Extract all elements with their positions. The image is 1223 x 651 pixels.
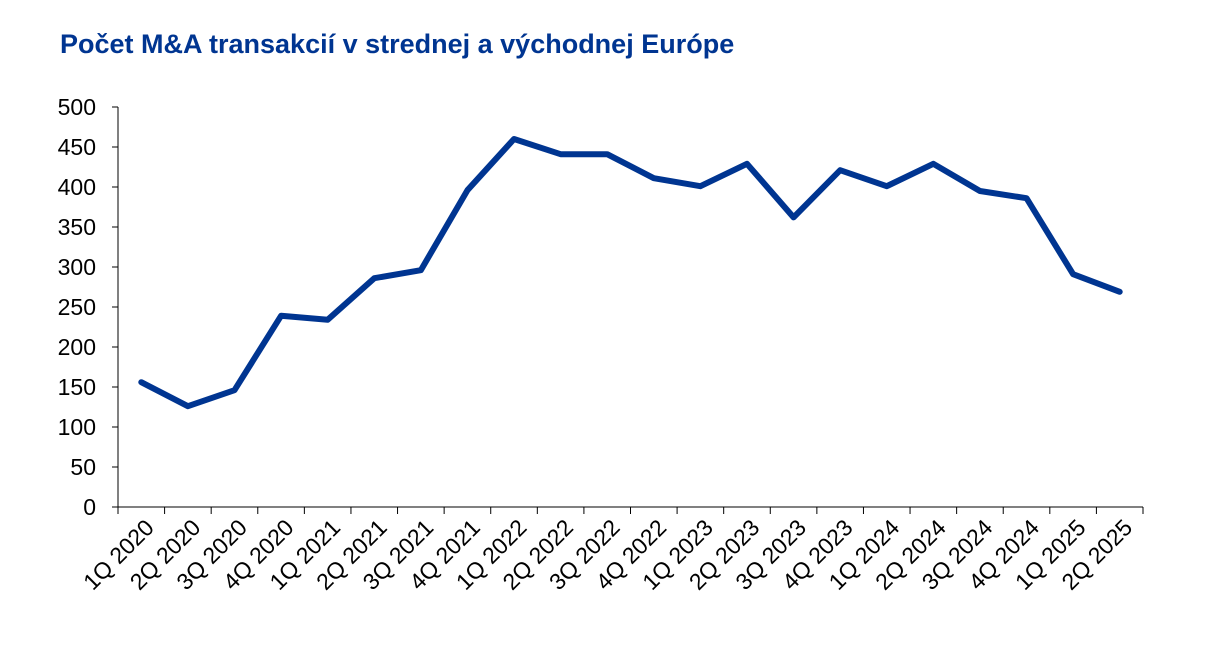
chart-title: Počet M&A transakcií v strednej a východ… <box>60 29 734 59</box>
y-tick-label: 200 <box>58 334 96 360</box>
y-tick-label: 500 <box>58 94 96 120</box>
line-series <box>138 136 1123 410</box>
y-tick-label: 250 <box>58 294 96 320</box>
y-tick-label: 400 <box>58 174 96 200</box>
y-tick-label: 50 <box>70 454 96 480</box>
y-tick-label: 100 <box>58 414 96 440</box>
y-tick-label: 0 <box>83 494 96 520</box>
y-tick-label: 150 <box>58 374 96 400</box>
y-tick-label: 450 <box>58 134 96 160</box>
y-tick-label: 350 <box>58 214 96 240</box>
y-tick-label: 300 <box>58 254 96 280</box>
